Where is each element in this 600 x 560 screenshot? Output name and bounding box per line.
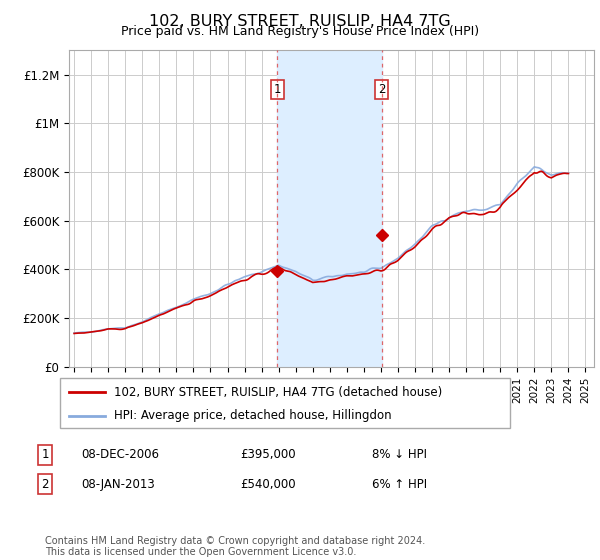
Text: 08-JAN-2013: 08-JAN-2013	[81, 478, 155, 491]
Text: £395,000: £395,000	[240, 448, 296, 461]
Text: Price paid vs. HM Land Registry's House Price Index (HPI): Price paid vs. HM Land Registry's House …	[121, 25, 479, 38]
Text: 2: 2	[41, 478, 49, 491]
Text: HPI: Average price, detached house, Hillingdon: HPI: Average price, detached house, Hill…	[114, 409, 392, 422]
Bar	[277, 50, 382, 367]
Text: 08-DEC-2006: 08-DEC-2006	[81, 448, 159, 461]
Text: 1: 1	[41, 448, 49, 461]
Text: 1: 1	[274, 83, 281, 96]
Text: 8% ↓ HPI: 8% ↓ HPI	[372, 448, 427, 461]
Text: £540,000: £540,000	[240, 478, 296, 491]
Text: 2: 2	[378, 83, 385, 96]
Text: 102, BURY STREET, RUISLIP, HA4 7TG: 102, BURY STREET, RUISLIP, HA4 7TG	[149, 14, 451, 29]
Text: 6% ↑ HPI: 6% ↑ HPI	[372, 478, 427, 491]
Text: Contains HM Land Registry data © Crown copyright and database right 2024.
This d: Contains HM Land Registry data © Crown c…	[45, 535, 425, 557]
Text: 102, BURY STREET, RUISLIP, HA4 7TG (detached house): 102, BURY STREET, RUISLIP, HA4 7TG (deta…	[114, 386, 442, 399]
FancyBboxPatch shape	[60, 378, 510, 428]
